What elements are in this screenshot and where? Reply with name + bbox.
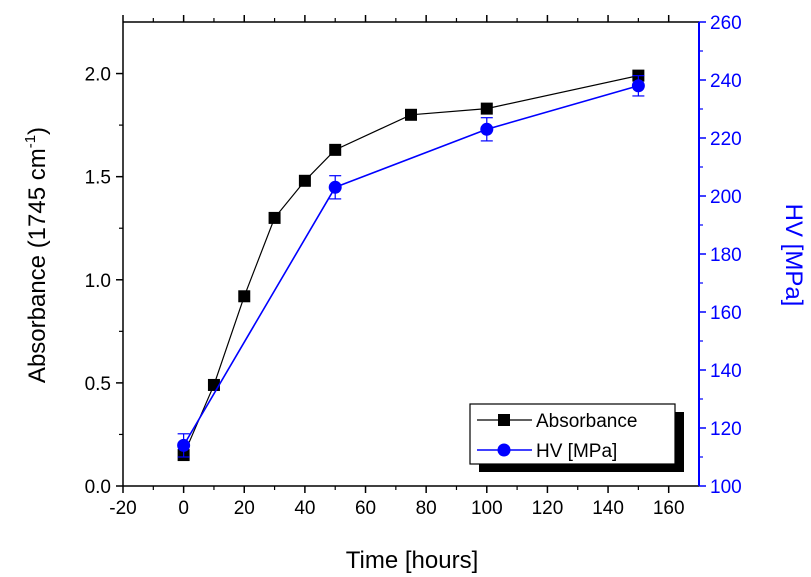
y2-tick-label: 260 xyxy=(710,13,742,34)
y2-tick-label: 220 xyxy=(710,129,742,150)
y2-tick-label: 140 xyxy=(710,361,742,382)
series-line-0 xyxy=(183,75,639,456)
data-point-absorbance xyxy=(238,290,251,303)
data-point-absorbance xyxy=(298,174,311,187)
y-tick-label: 2.0 xyxy=(85,65,111,86)
y2-tick-label: 100 xyxy=(710,477,742,498)
legend-hv-marker xyxy=(497,443,511,457)
data-point-hv xyxy=(328,180,342,194)
data-point-absorbance xyxy=(480,102,493,115)
data-point-absorbance xyxy=(405,108,417,121)
y-axis-title-main: Absorbance (1745 cm xyxy=(24,148,51,383)
y2-tick-label: 180 xyxy=(710,245,742,266)
x-tick-label: 60 xyxy=(355,498,376,519)
series-line-1 xyxy=(182,85,639,446)
data-point-absorbance xyxy=(329,143,342,156)
y-tick-label: 0.5 xyxy=(85,374,111,395)
legend-absorbance-label: Absorbance xyxy=(536,411,637,432)
data-point-hv xyxy=(177,438,191,452)
x-tick-label: 0 xyxy=(178,498,189,519)
x-tick-label: 140 xyxy=(592,498,624,519)
x-axis-title: Time [hours] xyxy=(346,547,478,574)
y-axis-title: Absorbance (1745 cm-1) xyxy=(22,127,51,383)
data-point-hv xyxy=(480,122,494,136)
x-tick-label: 100 xyxy=(471,498,503,519)
x-tick-label: 80 xyxy=(416,498,437,519)
y2-tick-label: 120 xyxy=(710,419,742,440)
legend-hv-label: HV [MPa] xyxy=(536,441,617,462)
y-axis-title-sup: -1 xyxy=(22,135,39,148)
x-tick-label: 160 xyxy=(653,498,685,519)
data-point-hv xyxy=(631,79,645,93)
legend: Absorbance HV [MPa] xyxy=(469,403,684,472)
y2-axis-title: HV [MPa] xyxy=(780,204,807,307)
x-tick-label: 40 xyxy=(294,498,315,519)
y-tick-label: 1.0 xyxy=(85,271,111,292)
x-tick-label: 120 xyxy=(532,498,564,519)
x-tick-label: -20 xyxy=(109,498,136,519)
x-tick-label: 20 xyxy=(234,498,255,519)
y-tick-label: 0.0 xyxy=(85,477,111,498)
series-layer xyxy=(177,69,645,462)
y2-tick-label: 240 xyxy=(710,71,742,92)
data-point-absorbance xyxy=(268,211,281,224)
y-axis-title-close: ) xyxy=(24,127,51,135)
y2-tick-label: 200 xyxy=(710,187,742,208)
legend-absorbance-marker xyxy=(498,414,510,426)
y-tick-label: 1.5 xyxy=(85,168,111,189)
y2-tick-label: 160 xyxy=(710,303,742,324)
ticks: -20 0 20 40 60 80 100 120 140 160 0.0 0.5 1.0 1.5 2.0 1… xyxy=(85,13,742,519)
data-point-absorbance xyxy=(207,378,220,391)
